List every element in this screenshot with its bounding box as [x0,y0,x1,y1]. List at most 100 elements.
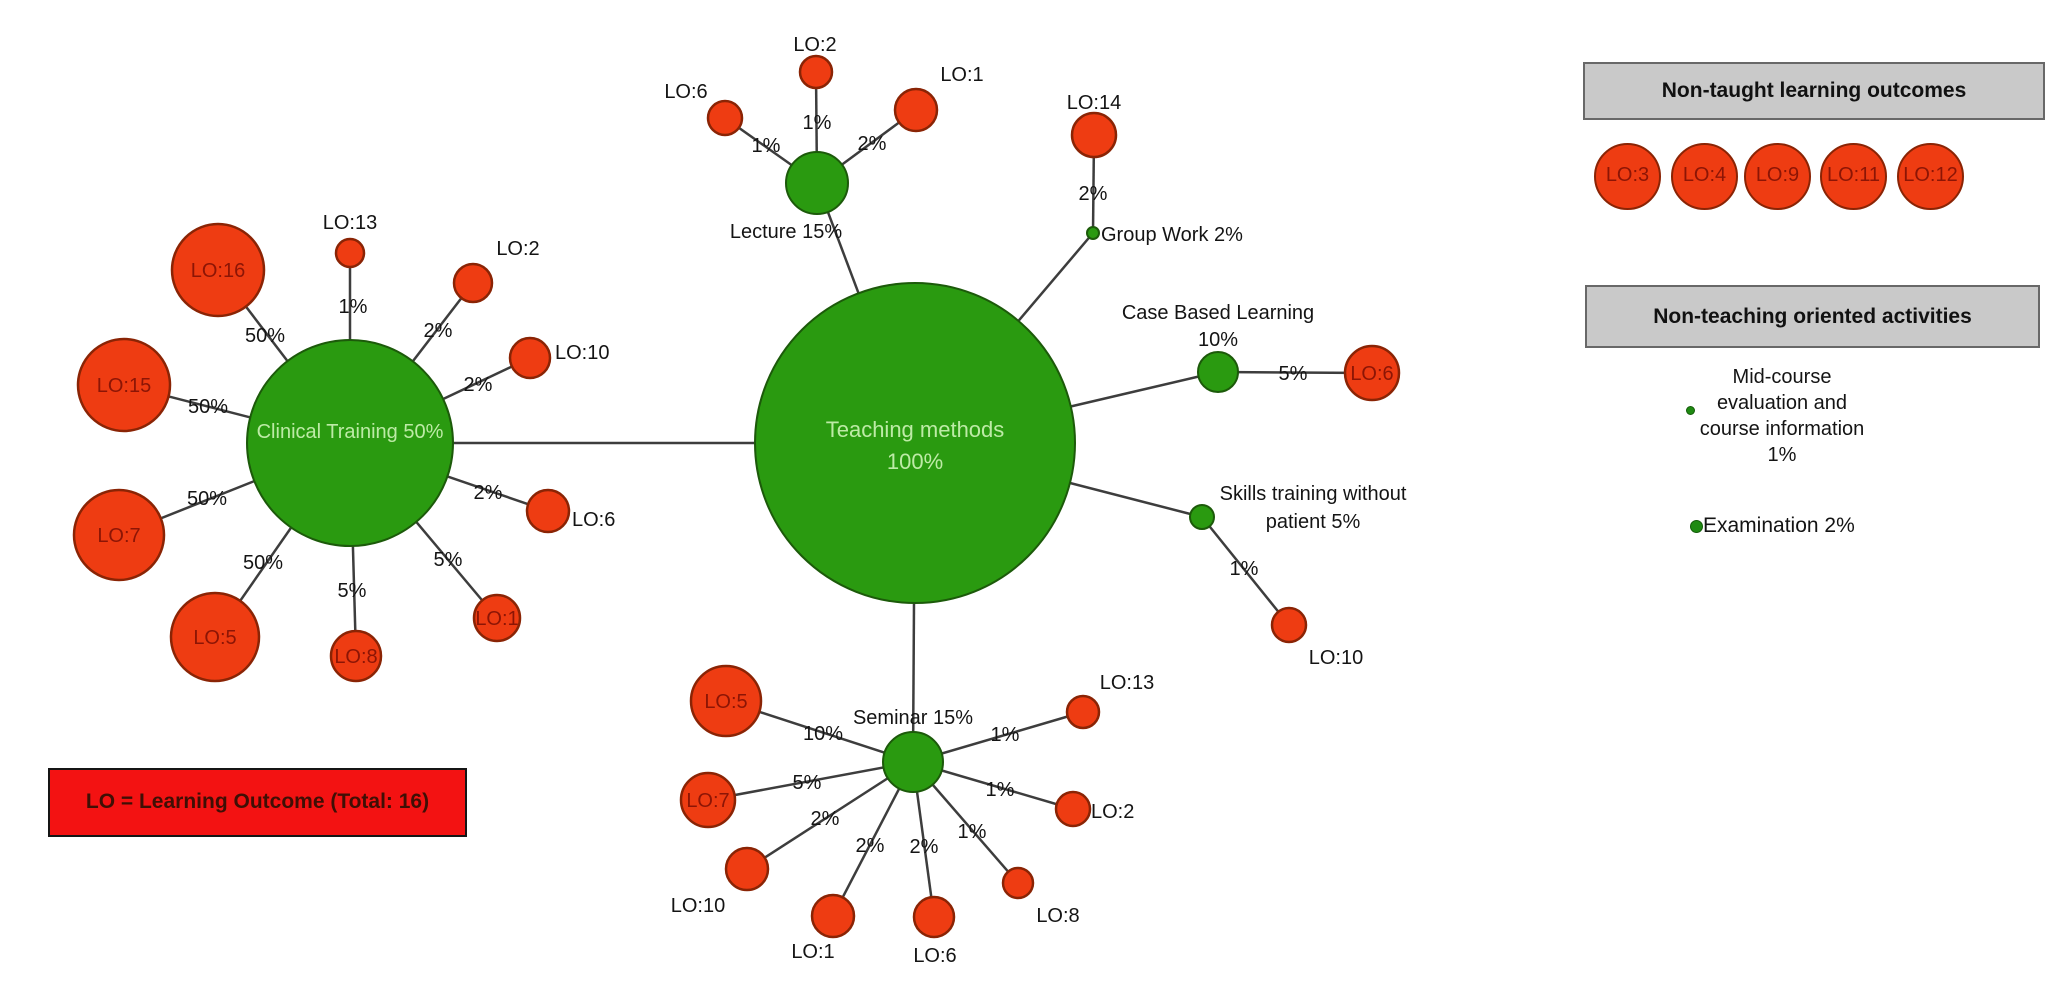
edge-label-0: 50% [245,325,285,347]
node-se8-circle [1001,866,1035,900]
non-taught-lo-circle: LO:11 [1820,143,1887,210]
non-taught-lo-circle: LO:4 [1671,143,1738,210]
edge-label-3: 2% [464,374,493,396]
examination-label: Examination 2% [1703,514,1855,537]
legend-box: LO = Learning Outcome (Total: 16) [48,768,467,837]
node-skills-label: Skills training without [1220,483,1407,505]
node-case-label: 10% [1198,329,1238,351]
non-taught-lo-circle: LO:3 [1594,143,1661,210]
node-se2-label: LO:2 [1091,801,1134,823]
node-group-circle [1086,226,1100,240]
node-c5-label: LO:5 [193,627,236,649]
node-lecture-label: Lecture 15% [730,221,843,243]
node-c15-label: LO:15 [97,375,151,397]
edge-label-9: 5% [434,549,463,571]
node-se7-circle [679,771,737,829]
node-l2-label: LO:2 [793,34,836,56]
edge-label-6: 50% [187,488,227,510]
non-taught-lo-circle: LO:12 [1897,143,1964,210]
node-l1-circle [893,87,939,133]
edge-label-10: 1% [752,135,781,157]
node-c16-label: LO:16 [191,260,245,282]
edge-label-4: 50% [188,396,228,418]
edge-seminar-se10 [746,760,914,871]
node-l14-circle [1070,111,1118,159]
node-l6-label: LO:6 [664,81,707,103]
node-clinical-circle [246,339,454,547]
non-teaching-activities-header: Non-teaching oriented activities [1585,285,2040,348]
edge-label-12: 2% [858,133,887,155]
edge-label-17: 5% [793,772,822,794]
node-teaching-label: Teaching methods [826,417,1005,442]
edge-seminar-se7 [707,760,914,802]
node-cb6-label: LO:6 [1350,363,1393,385]
edge-label-8: 5% [338,580,367,602]
node-l2-circle [798,54,834,90]
node-s10-circle [1270,606,1308,644]
edge-label-21: 1% [958,821,987,843]
node-se1-label: LO:1 [791,941,834,963]
node-skills-circle [1189,504,1215,530]
edge-label-16: 10% [803,723,843,745]
node-c1-circle [472,593,522,643]
node-c15-circle [76,337,172,433]
node-lecture-circle [785,151,849,215]
edge-label-15: 1% [1230,558,1259,580]
node-c16-circle [170,222,266,318]
midcourse-line: course information [1699,418,1865,440]
node-se5-circle [689,664,763,738]
node-se5-label: LO:5 [704,691,747,713]
node-teaching-label: 100% [887,449,943,474]
node-c7-label: LO:7 [97,525,140,547]
edge-label-2: 2% [424,320,453,342]
node-se1-circle [810,893,856,939]
node-c8-label: LO:8 [334,646,377,668]
non-taught-outcomes-title: Non-taught learning outcomes [1661,79,1967,102]
examination-dot [1690,520,1703,533]
non-taught-lo-circle: LO:9 [1744,143,1811,210]
node-case-circle [1197,351,1239,393]
node-c8-circle [329,629,383,683]
node-c13-label: LO:13 [323,212,377,234]
node-c7-circle [72,488,166,582]
node-se6-circle [912,895,956,939]
edge-label-20: 2% [910,836,939,858]
edge-label-19: 2% [856,835,885,857]
node-c2-label: LO:2 [496,238,539,260]
node-l14-label: LO:14 [1067,92,1121,114]
node-seminar-label: Seminar 15% [853,707,973,729]
edge-label-11: 1% [803,112,832,134]
node-c10-label: LO:10 [555,342,609,364]
node-s10-label: LO:10 [1309,647,1363,669]
node-se13-label: LO:13 [1100,672,1154,694]
midcourse-dot [1686,406,1695,415]
node-skills-label: patient 5% [1266,511,1361,533]
non-teaching-activities-title: Non-teaching oriented activities [1653,305,1972,328]
node-se10-circle [724,846,770,892]
node-c6-circle [525,488,571,534]
node-l6-circle [706,99,744,137]
node-se13-circle [1065,694,1101,730]
node-c5-circle [169,591,261,683]
legend-label: LO = Learning Outcome (Total: 16) [85,790,430,813]
midcourse-line: 1% [1767,444,1797,466]
midcourse-line: evaluation and [1716,392,1848,414]
edge-label-22: 1% [986,779,1015,801]
node-case-label: Case Based Learning [1122,302,1314,324]
node-c1-label: LO:1 [475,608,518,630]
node-se8-label: LO:8 [1036,905,1079,927]
edge-label-14: 5% [1279,363,1308,385]
edge-label-18: 2% [811,808,840,830]
node-se6-label: LO:6 [913,945,956,967]
node-group-label: Group Work 2% [1101,224,1243,246]
node-clinical-label: Clinical Training 50% [257,421,444,443]
node-c13-circle [334,237,366,269]
edge-label-7: 50% [243,552,283,574]
node-c10-circle [508,336,552,380]
node-c6-label: LO:6 [572,509,615,531]
node-se10-label: LO:10 [671,895,725,917]
node-se2-circle [1054,790,1092,828]
midcourse-label: Mid-course evaluation and course informa… [1657,364,1907,468]
